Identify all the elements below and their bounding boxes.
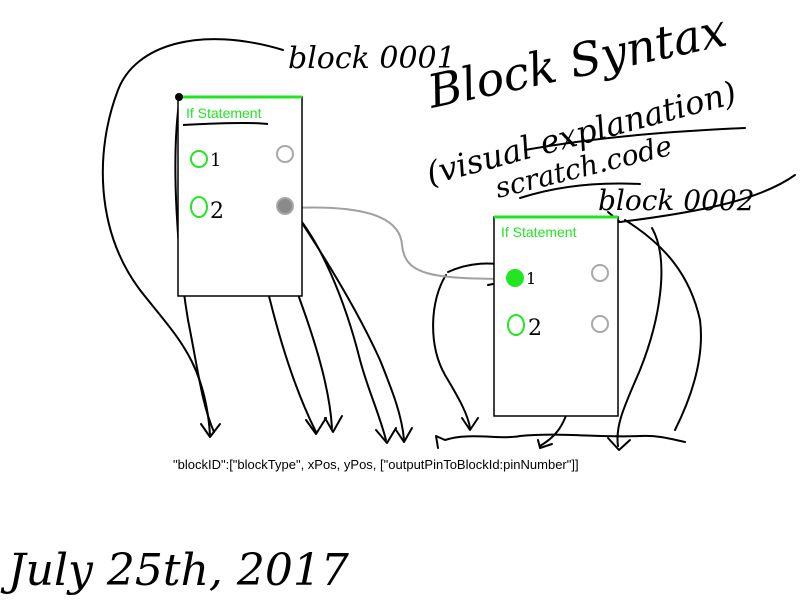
- input-pin-1-label: 1: [526, 269, 536, 288]
- input-pin-1[interactable]: [190, 150, 208, 168]
- title-underline: [524, 127, 746, 151]
- input-pin-2-label: 2: [210, 199, 224, 224]
- input-pin-2[interactable]: [507, 314, 525, 336]
- output-pin-1[interactable]: [276, 145, 294, 163]
- input-pin-2-label: 2: [528, 316, 542, 341]
- block-header-title: If Statement: [501, 224, 577, 240]
- format-string: "blockID":["blockType", xPos, yPos, ["ou…: [173, 457, 579, 472]
- connector-wire[interactable]: [290, 206, 515, 280]
- arrow-pins-1: [291, 209, 387, 441]
- arrow-blockid: [101, 38, 284, 436]
- block-0002[interactable]: If Statement 1 2: [493, 215, 619, 417]
- input-pin-1-label: 1: [210, 150, 221, 171]
- label-block-0001: block 0001: [288, 41, 456, 76]
- output-pin-2[interactable]: [276, 197, 294, 215]
- input-pin-2[interactable]: [190, 196, 208, 218]
- block-0001[interactable]: If Statement 1 2: [175, 93, 303, 297]
- output-pin-2[interactable]: [591, 315, 609, 333]
- header-underline: [182, 121, 269, 126]
- input-pin-1[interactable]: [506, 269, 524, 287]
- arrow-block-type: [174, 95, 215, 433]
- arrow-block2-label: [624, 219, 702, 431]
- date-label: July 25th, 2017: [0, 545, 349, 596]
- block-header-title: If Statement: [186, 105, 262, 121]
- arrow-output-pin: [432, 274, 471, 429]
- label-block-0002: block 0002: [598, 184, 755, 217]
- underline-format: [435, 433, 686, 449]
- arrow-pins-2: [295, 213, 405, 441]
- block-anchor-dot[interactable]: [175, 93, 183, 101]
- arrow-block2-ref: [616, 227, 663, 447]
- arrow-label-block2: [619, 174, 796, 223]
- output-pin-1[interactable]: [591, 264, 609, 282]
